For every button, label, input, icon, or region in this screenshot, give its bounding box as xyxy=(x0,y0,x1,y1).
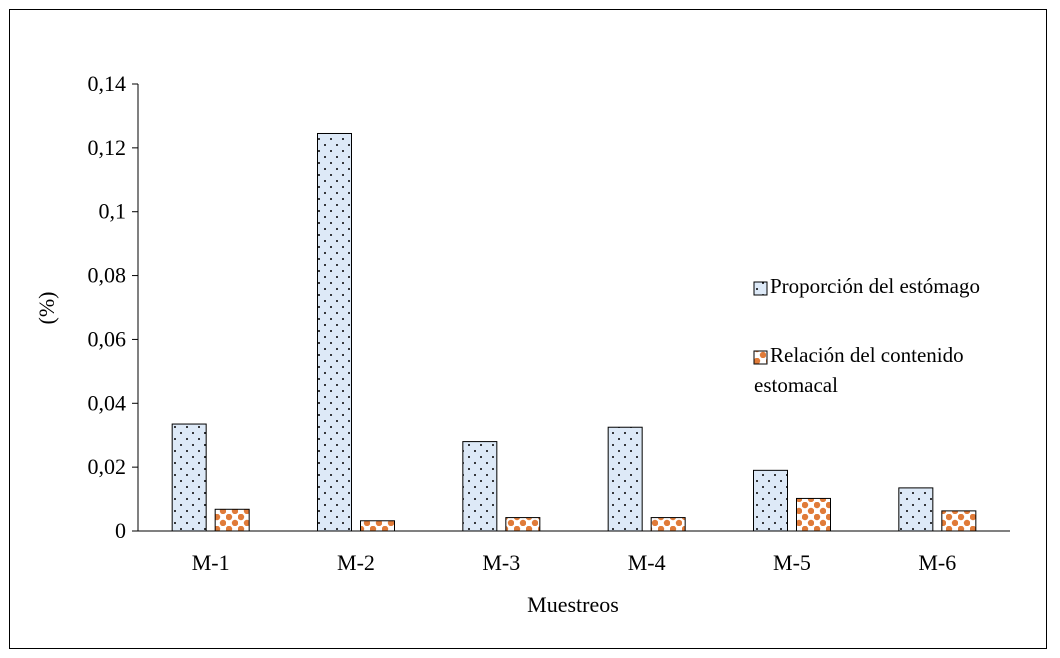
bar-proporcion xyxy=(607,426,643,532)
x-tick-label: M-4 xyxy=(628,550,666,575)
y-tick-label: 0,14 xyxy=(88,71,127,96)
y-tick-label: 0,12 xyxy=(88,135,127,160)
bar-proporcion xyxy=(171,423,207,532)
legend-label-relacion: Relación del contenido estomacal xyxy=(754,343,969,397)
x-tick-label: M-1 xyxy=(192,550,230,575)
y-tick-label: 0,08 xyxy=(88,263,127,288)
legend-swatch-proporcion xyxy=(753,281,768,296)
x-ticks: M-1 M-2 M-3 M-4 M-5 M-6 xyxy=(192,550,957,575)
legend-swatch-relacion xyxy=(753,350,768,365)
bar-proporcion xyxy=(898,487,934,532)
y-tick-label: 0,1 xyxy=(99,199,127,224)
bar-relacion xyxy=(796,497,831,532)
y-tick-label: 0 xyxy=(115,518,126,543)
bar-relacion xyxy=(214,508,250,532)
bar-chart: 00,020,040,060,080,10,120,14 M-1 M-2 M-3 M-… xyxy=(34,71,1010,617)
legend-item-proporcion: Proporción del estómago xyxy=(753,274,980,298)
chart-frame: 0 0,02 0,04 0,06 0,08 0,1 0,12 0,14 M-1 M-2 M-3 M-… xyxy=(9,9,1047,649)
bar-proporcion xyxy=(317,132,352,532)
x-tick-label: M-6 xyxy=(918,550,956,575)
y-axis-label: (%) xyxy=(34,292,59,325)
x-tick-label: M-2 xyxy=(337,550,375,575)
axes xyxy=(137,84,1010,532)
x-tick-label: M-3 xyxy=(482,550,520,575)
bar-relacion xyxy=(650,517,686,532)
y-ticks: 0 0,02 0,04 0,06 0,08 0,1 0,12 0,14 xyxy=(88,71,138,543)
x-tick-label: M-5 xyxy=(773,550,811,575)
bars xyxy=(171,132,977,532)
y-tick-label: 0,06 xyxy=(88,326,127,351)
legend-item-relacion: Relación del contenido estomacal xyxy=(753,343,969,397)
y-tick-label: 0,04 xyxy=(88,390,127,415)
bar-relacion xyxy=(941,510,977,532)
x-axis-label: Muestreos xyxy=(527,592,619,617)
y-tick-label: 0,02 xyxy=(88,454,127,479)
bar-proporcion xyxy=(753,469,788,532)
legend: Proporción del estómago Relación del con… xyxy=(753,274,980,397)
legend-label-proporcion: Proporción del estómago xyxy=(770,274,980,298)
bar-relacion xyxy=(360,520,395,532)
bar-relacion xyxy=(505,517,541,532)
bar-proporcion xyxy=(462,441,498,532)
